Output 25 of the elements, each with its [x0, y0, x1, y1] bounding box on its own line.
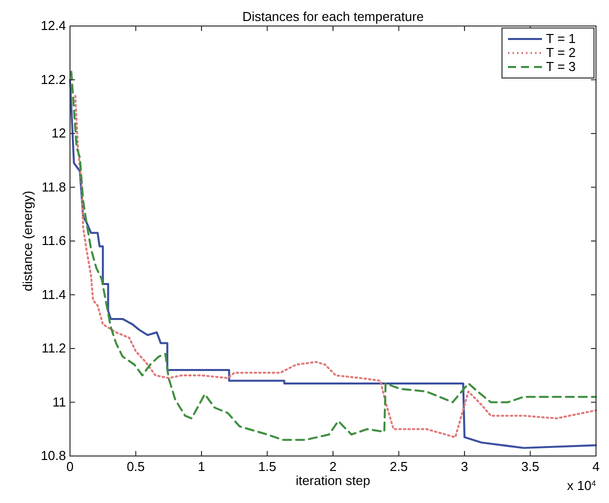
legend-label: T = 3 [546, 59, 576, 74]
y-tick-label: 12.4 [40, 18, 66, 33]
x-tick-label: 0 [66, 459, 74, 474]
legend-label: T = 1 [546, 31, 576, 46]
y-tick-label: 12.2 [40, 72, 66, 87]
y-tick-label: 11.6 [42, 233, 66, 248]
y-tick-label: 12 [52, 126, 66, 140]
y-tick-label: 11.2 [42, 340, 66, 356]
x-axis-title: iteration step [296, 473, 370, 488]
x-tick-label: 1.5 [258, 459, 276, 474]
x-tick-label: 3 [460, 459, 468, 474]
x-tick-label: 2 [329, 459, 337, 474]
y-tick-label: 10.8 [40, 448, 66, 463]
x-tick-label: 0.5 [126, 459, 145, 474]
y-tick-label: 11.4 [42, 286, 66, 302]
chart-title: Distances for each temperature [242, 9, 424, 24]
y-axis-title: distance (energy) [20, 190, 35, 292]
text: x 10$^{4}$ [566, 478, 597, 493]
y-tick-label: 11 [52, 394, 66, 410]
legend-label: T = 2 [546, 45, 576, 60]
x-tick-label: 3.5 [521, 459, 540, 474]
x-tick-label: 2.5 [390, 459, 408, 474]
x-tick-label: 4 [592, 459, 600, 474]
x-tick-label: 1 [198, 459, 206, 474]
y-tick-label: 11.8 [42, 179, 66, 194]
